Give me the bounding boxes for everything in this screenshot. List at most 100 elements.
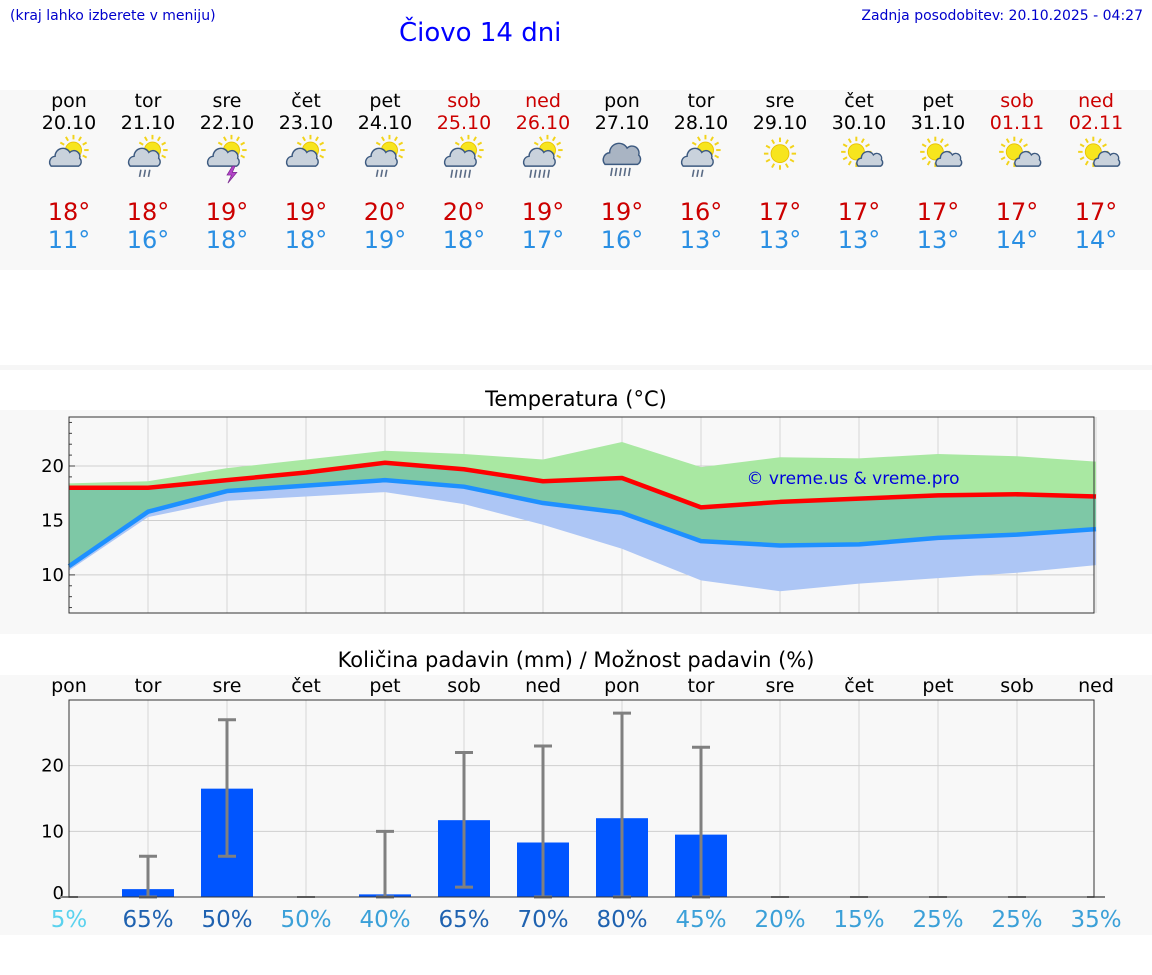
y-tick-label: 15 xyxy=(41,510,64,531)
precipitation-probability: 25% xyxy=(912,907,963,933)
min-temperature-line xyxy=(67,477,1097,569)
day-date: 25.10 xyxy=(436,112,492,134)
sun-cloud-rain-icon xyxy=(127,134,168,178)
min-temperature: 13° xyxy=(679,226,723,254)
y-tick-label: 10 xyxy=(41,821,64,842)
day-forecast: ned 02.11 17° 14° xyxy=(1056,90,1136,260)
min-temperature: 18° xyxy=(442,226,486,254)
precipitation-probability: 50% xyxy=(280,907,331,933)
x-day-label: pet xyxy=(369,675,400,697)
sun-cloud-icon xyxy=(285,134,326,167)
day-forecast: sre 29.10 17° 13° xyxy=(740,90,820,260)
min-temperature: 14° xyxy=(995,226,1039,254)
day-forecast: pet 31.10 17° 13° xyxy=(898,90,978,260)
precipitation-probability: 20% xyxy=(754,907,805,933)
max-temperature: 18° xyxy=(47,198,91,226)
min-temperature: 14° xyxy=(1074,226,1118,254)
max-temperature: 19° xyxy=(521,198,565,226)
min-temperature: 16° xyxy=(600,226,644,254)
x-day-label: pet xyxy=(922,675,953,697)
x-day-label: ned xyxy=(525,675,561,697)
precipitation-probability: 70% xyxy=(517,907,568,933)
precipitation-chart-title: Količina padavin (mm) / Možnost padavin … xyxy=(337,648,815,672)
sun-cloud-heavy-rain-icon xyxy=(522,134,563,178)
min-temperature: 13° xyxy=(916,226,960,254)
day-date: 27.10 xyxy=(594,112,650,134)
day-name: čet xyxy=(291,90,321,112)
day-date: 30.10 xyxy=(831,112,887,134)
min-temperature: 11° xyxy=(47,226,91,254)
day-name: pon xyxy=(604,90,640,112)
page-title: Čiovo 14 dni xyxy=(399,18,562,48)
day-name: pet xyxy=(922,90,954,112)
max-temperature: 18° xyxy=(126,198,170,226)
cloud-heavy-rain-icon xyxy=(602,142,642,177)
max-temperature: 20° xyxy=(363,198,407,226)
min-max-overlap-band xyxy=(69,462,1096,567)
separator xyxy=(0,365,1152,370)
day-name: pet xyxy=(369,90,401,112)
location-menu-hint[interactable]: (kraj lahko izberete v meniju) xyxy=(10,8,216,24)
day-forecast: ned 26.10 19° 17° xyxy=(503,90,583,260)
day-name: čet xyxy=(844,90,874,112)
day-date: 26.10 xyxy=(515,112,571,134)
day-name: sre xyxy=(765,90,795,112)
x-day-label: sre xyxy=(213,675,242,697)
y-tick-label: 0 xyxy=(53,883,64,904)
day-name: pon xyxy=(51,90,87,112)
temperature-chart: 10 15 20 © vreme.us & vreme.pro xyxy=(41,416,1097,614)
day-date: 23.10 xyxy=(278,112,334,134)
x-day-label: sob xyxy=(447,675,481,697)
day-forecast: čet 23.10 19° 18° xyxy=(266,90,346,260)
sun-small-cloud-icon xyxy=(999,136,1042,168)
plot-frame xyxy=(68,699,1095,898)
sun-cloud-heavy-rain-icon xyxy=(443,134,484,178)
max-temperature: 19° xyxy=(600,198,644,226)
day-forecast: sob 01.11 17° 14° xyxy=(977,90,1057,260)
max-temperature-line xyxy=(69,460,1097,510)
sun-cloud-rain-icon xyxy=(364,134,405,178)
x-day-label: sob xyxy=(1000,675,1034,697)
precipitation-probability: 15% xyxy=(833,907,884,933)
day-name: ned xyxy=(525,90,561,112)
sun-icon xyxy=(763,137,797,170)
day-date: 29.10 xyxy=(752,112,808,134)
sun-small-cloud-icon xyxy=(920,136,963,168)
precipitation-chart: pon tor sre čet pet sob ned pon tor sre čet pet sob n… xyxy=(41,675,1121,933)
day-forecast: čet 30.10 17° 13° xyxy=(819,90,899,260)
day-forecast: pet 24.10 20° 19° xyxy=(345,90,425,260)
max-temperature: 17° xyxy=(916,198,960,226)
day-name: tor xyxy=(687,90,715,112)
day-name: tor xyxy=(134,90,162,112)
max-temperature: 20° xyxy=(442,198,486,226)
min-temperature-range-band xyxy=(69,477,1096,592)
precipitation-probability: 25% xyxy=(991,907,1042,933)
precipitation-probability: 65% xyxy=(438,907,489,933)
sun-small-cloud-icon xyxy=(1078,136,1121,168)
x-day-label: pon xyxy=(604,675,640,697)
max-temperature: 16° xyxy=(679,198,723,226)
precipitation-probability: 35% xyxy=(1070,907,1121,933)
x-day-label: tor xyxy=(688,675,715,697)
x-day-label: ned xyxy=(1078,675,1114,697)
day-forecast: sre 22.10 19° 18° xyxy=(187,90,267,260)
day-date: 20.10 xyxy=(41,112,97,134)
precipitation-probability: 45% xyxy=(675,907,726,933)
y-tick-label: 20 xyxy=(41,756,64,777)
precipitation-probability: 5% xyxy=(51,907,88,933)
precipitation-probability: 65% xyxy=(122,907,173,933)
daily-forecast-strip: pon 20.10 18° 11° tor 21.10 18° 16° sre 22.10 19° 1… xyxy=(0,90,1152,270)
min-temperature: 19° xyxy=(363,226,407,254)
day-forecast: pon 20.10 18° 11° xyxy=(29,90,109,260)
day-forecast: sob 25.10 20° 18° xyxy=(424,90,504,260)
watermark: © vreme.us & vreme.pro xyxy=(746,469,959,489)
x-day-label: čet xyxy=(291,675,321,697)
y-tick-label: 10 xyxy=(41,565,64,586)
plot-frame xyxy=(68,416,1095,614)
sun-cloud-rain-icon xyxy=(680,134,721,178)
day-date: 31.10 xyxy=(910,112,966,134)
day-name: ned xyxy=(1078,90,1114,112)
precipitation-probability: 80% xyxy=(596,907,647,933)
max-temperature: 17° xyxy=(837,198,881,226)
day-date: 02.11 xyxy=(1068,112,1124,134)
